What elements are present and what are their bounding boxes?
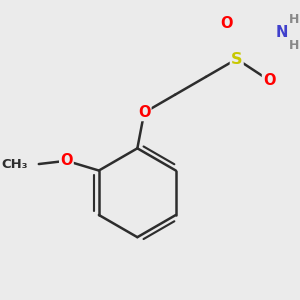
Text: CH₃: CH₃ bbox=[1, 158, 28, 170]
Text: O: O bbox=[263, 73, 275, 88]
Text: O: O bbox=[138, 105, 150, 120]
Text: S: S bbox=[231, 52, 242, 67]
Text: O: O bbox=[60, 153, 73, 168]
Text: H: H bbox=[289, 39, 299, 52]
Text: N: N bbox=[276, 25, 288, 40]
Text: O: O bbox=[220, 16, 233, 31]
Text: H: H bbox=[289, 13, 299, 26]
